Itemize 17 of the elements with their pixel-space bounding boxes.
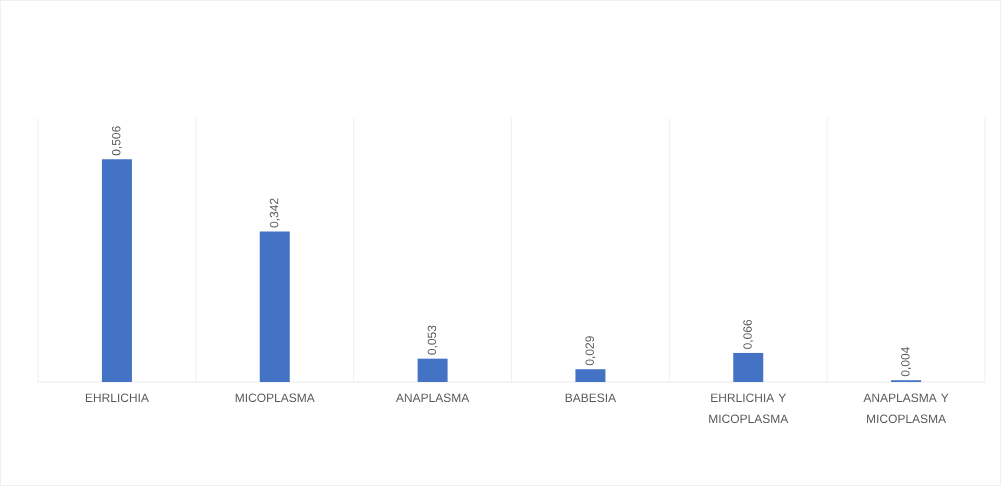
data-label: 0,004 [901,347,912,377]
x-tick-label: EHRLICHIA Y MICOPLASMA [709,393,789,424]
x-tick-label: ANAPLASMA [395,393,470,403]
bar [575,369,606,382]
data-label: 0,342 [269,198,280,228]
data-label: 0,506 [111,126,122,156]
x-tick-label: BABESIA [565,393,617,403]
x-tick-label: MICOPLASMA [235,393,315,403]
x-tick-label: ANAPLASMA Y MICOPLASMA [863,393,949,424]
bar [101,159,132,382]
bar [259,231,290,382]
data-label: 0,029 [585,336,596,366]
bar [733,352,764,382]
x-tick-label: EHRLICHIA [85,393,149,403]
bar [417,358,448,382]
data-label: 0,066 [743,319,754,349]
data-label: 0,053 [427,325,438,355]
